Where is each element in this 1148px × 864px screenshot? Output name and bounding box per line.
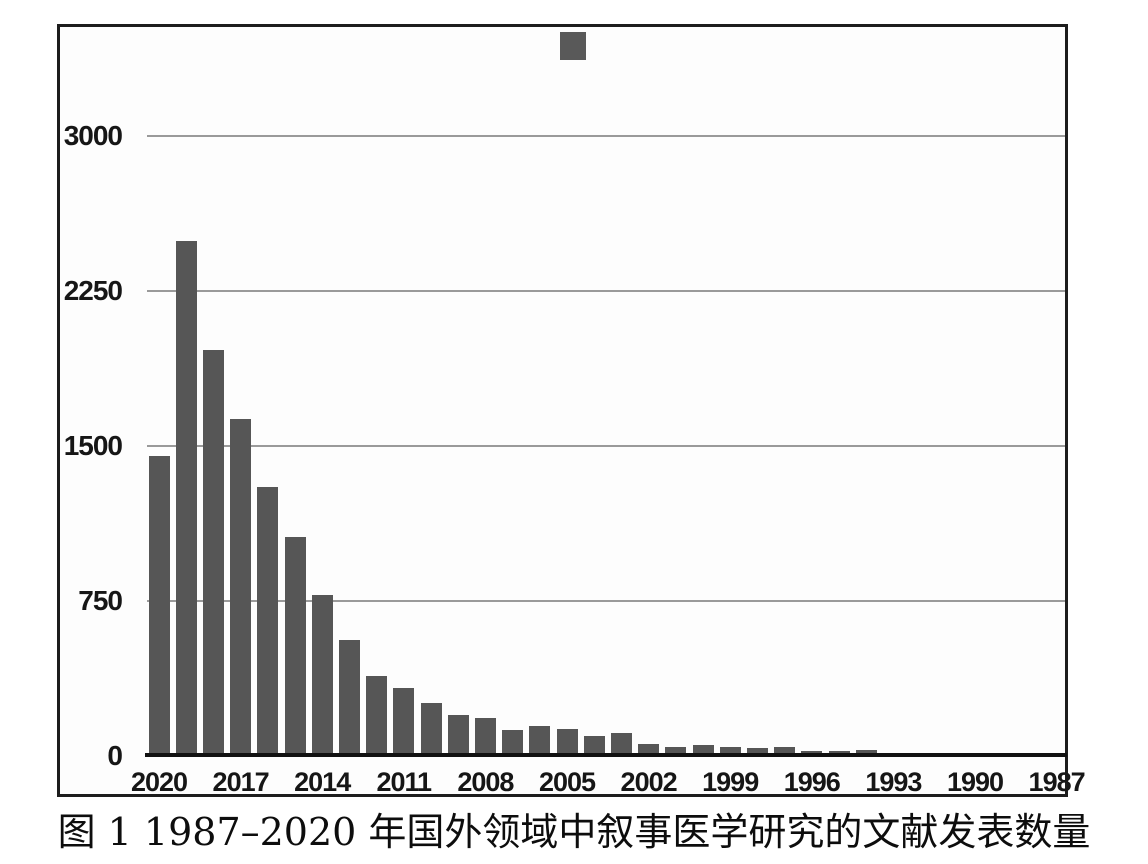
bar-2010 (420, 703, 442, 756)
bar-2019 (175, 241, 197, 756)
bar-2015 (284, 537, 306, 756)
y-tick-label: 1500 (63, 430, 123, 461)
bar-1999 (719, 747, 741, 756)
bar-2004 (583, 736, 605, 756)
bar-2017 (230, 419, 252, 756)
x-tick-label: 1993 (865, 767, 922, 797)
x-tick-label: 2020 (130, 767, 188, 797)
grid-line (147, 290, 1065, 292)
x-tick-label: 2017 (212, 767, 270, 797)
bar-2013 (338, 640, 360, 756)
bar-2006 (529, 726, 551, 756)
x-tick-label: 1987 (1028, 767, 1086, 797)
y-tick-label: 2250 (63, 275, 123, 306)
x-tick-label: 2008 (457, 767, 514, 797)
bar-2001 (665, 747, 687, 756)
bar-2016 (257, 487, 279, 756)
figure-caption: 图 1 1987–2020 年国外领域中叙事医学研究的文献发表数量 (57, 810, 1091, 854)
grid-line (147, 445, 1065, 447)
bar-1997 (774, 747, 796, 756)
x-tick-label: 2011 (376, 767, 433, 797)
bar-2000 (692, 745, 714, 756)
bar-2014 (311, 595, 333, 756)
x-tick-label: 2005 (538, 767, 596, 797)
x-axis-line (145, 753, 1067, 757)
x-tick-label: 1996 (783, 767, 841, 797)
legend-swatch (560, 32, 586, 60)
bar-2008 (474, 718, 496, 756)
x-tick-label: 1999 (702, 767, 759, 797)
bar-2009 (447, 715, 469, 756)
bar-2007 (502, 730, 524, 756)
bar-2005 (556, 729, 578, 756)
bar-2012 (366, 676, 388, 756)
bar-2020 (148, 456, 170, 756)
y-tick-label: 0 (107, 740, 123, 771)
grid-line (147, 135, 1065, 137)
x-tick-label: 1990 (946, 767, 1004, 797)
grid-line (147, 600, 1065, 602)
bar-2003 (610, 733, 632, 756)
y-tick-label: 3000 (63, 120, 123, 151)
bar-2011 (393, 688, 415, 756)
chart-frame: 3000 2250 1500 750 0 2020 2017 2014 2011 2008 200… (57, 24, 1086, 797)
bar-2018 (202, 350, 224, 756)
x-tick-label: 2002 (620, 767, 678, 797)
x-tick-label: 2014 (294, 767, 351, 797)
bar-1998 (746, 748, 768, 756)
y-tick-label: 750 (78, 585, 123, 616)
